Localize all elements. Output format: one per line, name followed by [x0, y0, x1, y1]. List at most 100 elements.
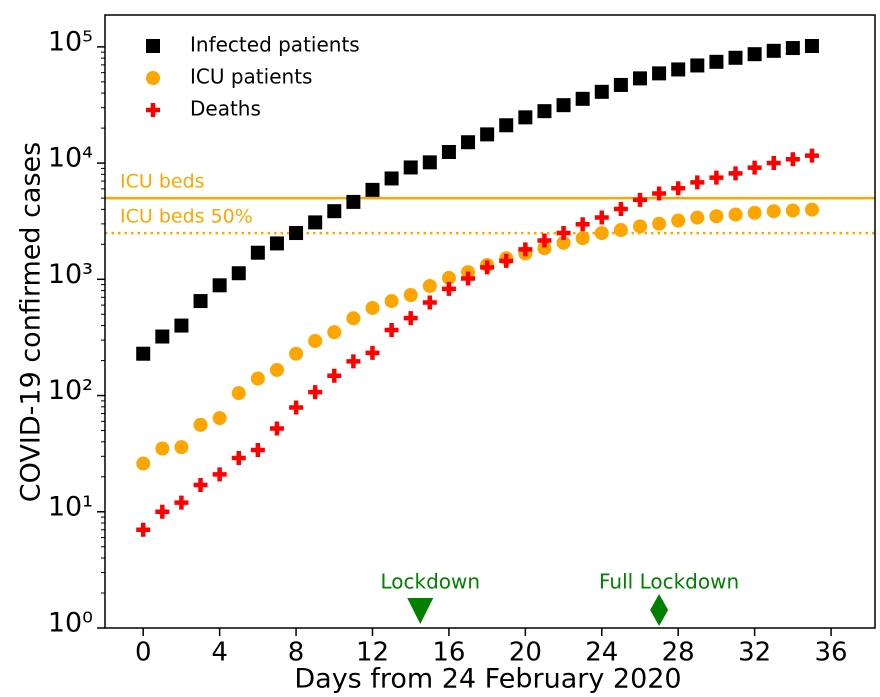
marker-square — [327, 204, 342, 219]
marker-plus — [632, 192, 647, 207]
x-tick-label: 0 — [135, 638, 152, 668]
x-tick-label: 12 — [356, 638, 389, 668]
x-tick-label: 16 — [432, 638, 465, 668]
marker-square — [346, 194, 361, 209]
marker-circle — [384, 294, 399, 309]
x-tick-label: 4 — [211, 638, 228, 668]
marker-circle — [632, 219, 647, 234]
marker-square — [308, 215, 323, 230]
legend-marker — [146, 103, 160, 117]
reference-label: ICU beds — [120, 171, 205, 193]
marker-plus — [193, 477, 208, 492]
marker-square — [499, 118, 514, 133]
marker-plus — [518, 242, 533, 257]
legend-marker — [146, 71, 160, 85]
marker-square — [728, 50, 743, 65]
annotation-label: Full Lockdown — [599, 570, 739, 594]
y-tick-label: 10⁴ — [48, 143, 93, 174]
marker-plus — [804, 148, 819, 163]
marker-circle — [422, 278, 437, 293]
marker-circle — [441, 270, 456, 285]
marker-plus — [461, 271, 476, 286]
marker-square — [652, 66, 667, 81]
marker-plus — [212, 467, 227, 482]
marker-circle — [136, 456, 151, 471]
marker-circle — [403, 287, 418, 302]
marker-circle — [212, 411, 227, 426]
marker-plus — [709, 170, 724, 185]
marker-plus — [613, 201, 628, 216]
marker-square — [518, 110, 533, 125]
marker-plus — [250, 443, 265, 458]
marker-square — [155, 329, 170, 344]
marker-circle — [231, 386, 246, 401]
marker-circle — [193, 417, 208, 432]
marker-square — [136, 346, 151, 361]
marker-circle — [346, 311, 361, 326]
marker-circle — [766, 204, 781, 219]
marker-circle — [747, 205, 762, 220]
marker-square — [537, 104, 552, 119]
marker-square — [632, 71, 647, 86]
marker-plus — [575, 217, 590, 232]
marker-plus — [594, 210, 609, 225]
legend-marker — [146, 39, 160, 53]
x-tick-label: 20 — [509, 638, 542, 668]
x-tick-label: 8 — [288, 638, 305, 668]
marker-circle — [269, 362, 284, 377]
marker-circle — [308, 333, 323, 348]
marker-plus — [766, 155, 781, 170]
marker-square — [250, 245, 265, 260]
x-tick-label: 24 — [585, 638, 618, 668]
marker-square — [212, 278, 227, 293]
y-tick-label: 10² — [48, 375, 93, 406]
x-tick-label: 28 — [662, 638, 695, 668]
marker-plus — [384, 323, 399, 338]
marker-square — [613, 77, 628, 92]
marker-plus — [422, 295, 437, 310]
marker-circle — [709, 209, 724, 224]
marker-square — [365, 182, 380, 197]
y-tick-label: 10⁵ — [48, 26, 93, 57]
y-tick-label: 10³ — [48, 259, 93, 290]
marker-circle — [728, 207, 743, 222]
marker-square — [231, 266, 246, 281]
marker-circle — [785, 203, 800, 218]
marker-square — [289, 226, 304, 241]
marker-plus — [480, 260, 495, 275]
marker-plus — [403, 311, 418, 326]
y-tick-label: 10¹ — [48, 491, 93, 522]
marker-plus — [174, 495, 189, 510]
marker-square — [441, 144, 456, 159]
marker-square — [747, 47, 762, 62]
marker-square — [575, 91, 590, 106]
marker-circle — [594, 226, 609, 241]
marker-square — [269, 236, 284, 251]
y-axis-label: COVID-19 confirmed cases — [16, 142, 47, 502]
marker-plus — [747, 160, 762, 175]
legend-label: Deaths — [190, 97, 261, 121]
x-axis-label: Days from 24 February 2020 — [294, 664, 681, 695]
marker-plus — [441, 281, 456, 296]
marker-plus — [499, 253, 514, 268]
marker-plus — [346, 354, 361, 369]
marker-circle — [365, 300, 380, 315]
marker-square — [709, 54, 724, 69]
marker-circle — [250, 371, 265, 386]
marker-plus — [289, 400, 304, 415]
marker-plus — [690, 175, 705, 190]
y-tick-label: 10⁰ — [48, 608, 93, 639]
marker-square — [461, 135, 476, 150]
plot-frame — [104, 14, 876, 629]
marker-circle — [804, 202, 819, 217]
legend-label: ICU patients — [190, 65, 312, 89]
marker-circle — [690, 210, 705, 225]
marker-circle — [671, 213, 686, 228]
marker-plus — [365, 345, 380, 360]
marker-square — [671, 62, 686, 77]
legend-label: Infected patients — [190, 33, 360, 57]
marker-square — [174, 318, 189, 333]
marker-circle — [289, 346, 304, 361]
marker-square — [384, 171, 399, 186]
marker-square — [766, 43, 781, 58]
